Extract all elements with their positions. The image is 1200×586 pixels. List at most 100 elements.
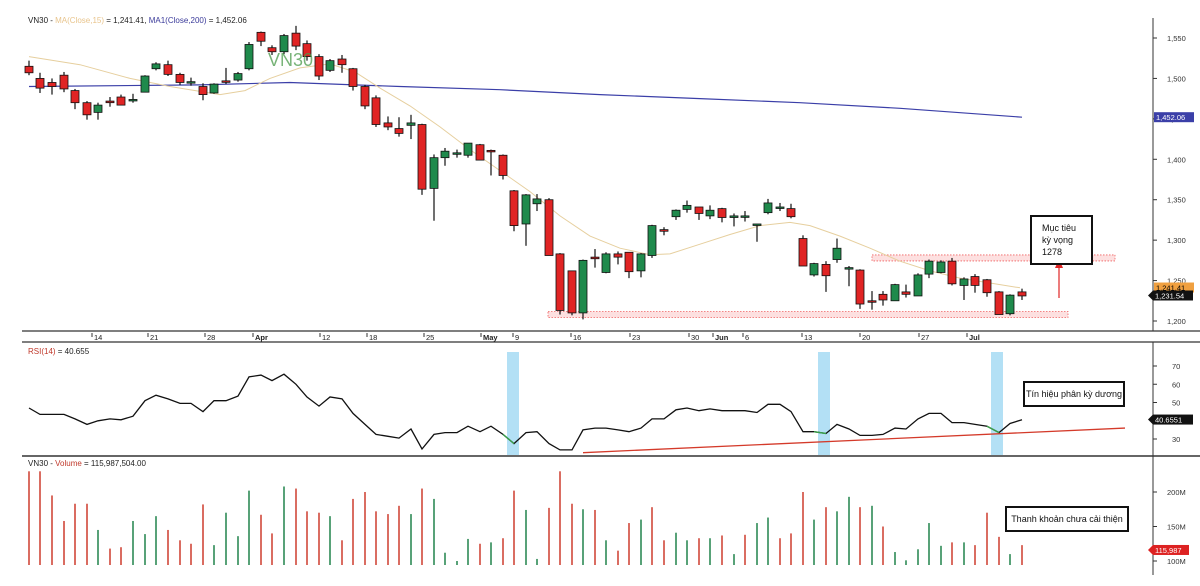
candle-down	[613, 253, 623, 258]
candle-up	[140, 75, 150, 93]
candle-up	[325, 60, 335, 71]
candle-down	[47, 82, 57, 87]
candle-down	[901, 291, 911, 295]
candle-down	[717, 208, 727, 218]
candle-down	[878, 293, 888, 301]
candle-down	[348, 68, 358, 87]
candle-down	[659, 229, 669, 232]
candle-up	[636, 253, 646, 272]
candle-up	[532, 198, 542, 205]
candle-down	[821, 263, 831, 277]
legend-ma200-label: MA1(Close,200)	[148, 16, 207, 25]
resistance-zone	[871, 254, 1116, 262]
candle-up	[890, 284, 900, 302]
candle-up	[233, 73, 243, 81]
x-tick-label: 23	[632, 333, 640, 342]
rsi-divergence-segment	[986, 425, 1000, 434]
target-line-3: 1278	[1042, 247, 1063, 257]
candle-down	[867, 300, 877, 303]
volume-y-tick-label: 100M	[1167, 557, 1186, 566]
candle-up	[924, 260, 934, 275]
candle-down	[70, 90, 80, 104]
legend-ma15-value: = 1,241.41,	[104, 16, 149, 25]
rsi-legend: RSI(14) = 40.655	[28, 347, 89, 356]
candle-down	[947, 260, 957, 285]
rsi-legend-label: RSI(14)	[28, 347, 56, 356]
x-tick-label: 16	[573, 333, 581, 342]
candle-down	[302, 43, 312, 57]
candle-down	[786, 208, 796, 218]
liquidity-annotation: Thanh khoản chưa cải thiện	[1005, 506, 1129, 532]
candle-up	[671, 209, 681, 218]
rsi-line	[28, 373, 1023, 451]
candle-up	[936, 261, 946, 273]
y-tick-label: 1,500	[1167, 74, 1186, 83]
candle-down	[798, 238, 808, 267]
candle-up	[844, 267, 854, 270]
rsi-tag-pointer	[1148, 414, 1153, 425]
rsi-current-label: 40.6551	[1155, 416, 1182, 425]
candle-up	[429, 157, 439, 189]
candle-down	[267, 47, 277, 53]
x-tick-label: May	[483, 333, 498, 342]
candle-down	[105, 100, 115, 104]
volume-legend-value: = 115,987,504.00	[81, 459, 146, 468]
price-tag	[1153, 290, 1193, 301]
y-tick-label: 1,200	[1167, 317, 1186, 326]
candle-down	[360, 86, 370, 107]
candle-up	[578, 259, 588, 314]
x-tick-label: 27	[921, 333, 929, 342]
candle-up	[729, 215, 739, 218]
rsi-divergence-segment	[502, 433, 515, 445]
candle-up	[913, 274, 923, 297]
divergence-annotation: Tín hiệu phân kỳ dương	[1023, 381, 1125, 407]
candle-up	[775, 206, 785, 209]
volume-tag-pointer	[1148, 544, 1153, 555]
candle-up	[463, 142, 473, 156]
candle-down	[383, 122, 393, 128]
candle-up	[186, 81, 196, 84]
price-tag-label: 1,231.54	[1155, 291, 1184, 300]
price-legend: VN30 - MA(Close,15) = 1,241.41, MA1(Clos…	[28, 16, 247, 25]
rsi-y-tick-label: 70	[1172, 362, 1180, 371]
candle-up	[752, 223, 762, 226]
volume-legend: VN30 - Volume = 115,987,504.00	[28, 459, 146, 468]
candle-up	[128, 99, 138, 102]
candle-down	[970, 276, 980, 286]
candle-down	[314, 56, 324, 77]
x-tick-label: 14	[94, 333, 102, 342]
candle-down	[24, 65, 34, 74]
candle-down	[256, 31, 266, 42]
volume-y-tick-label: 150M	[1167, 523, 1186, 532]
candle-down	[544, 199, 554, 256]
candle-down	[994, 291, 1004, 315]
candle-up	[521, 194, 531, 225]
candle-up	[740, 215, 750, 218]
x-tick-label: 18	[369, 333, 377, 342]
y-tick-label: 1,550	[1167, 34, 1186, 43]
candle-down	[509, 190, 519, 226]
candle-down	[498, 154, 508, 176]
volume-current-tag	[1153, 544, 1189, 555]
candle-up	[705, 209, 715, 217]
y-tick-label: 1,350	[1167, 196, 1186, 205]
price-tag-pointer	[1148, 290, 1153, 301]
candle-down	[394, 128, 404, 134]
volume-legend-symbol: VN30 -	[28, 459, 56, 468]
candle-up	[1005, 294, 1015, 315]
rsi-y-tick-label: 50	[1172, 399, 1180, 408]
x-tick-label: 6	[745, 333, 749, 342]
candle-down	[198, 86, 208, 95]
candle-down	[337, 58, 347, 66]
target-line-2: kỳ vọng	[1042, 235, 1074, 245]
legend-ma200-value: = 1,452.06	[206, 16, 247, 25]
candle-up	[151, 63, 161, 70]
rsi-current-tag	[1153, 414, 1193, 425]
price-tag	[1154, 112, 1194, 123]
candle-up	[832, 247, 842, 260]
candle-up	[959, 278, 969, 286]
candle-up	[279, 35, 289, 53]
candle-down	[590, 256, 600, 260]
